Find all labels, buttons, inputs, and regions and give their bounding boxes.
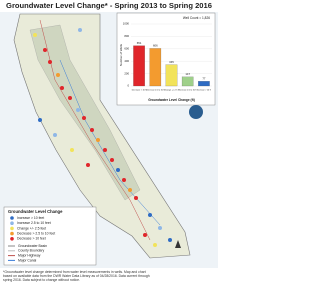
legend-label: County Boundary [18, 249, 45, 253]
legend-label: Change +/- 2.5 feet [17, 226, 46, 230]
legend-swatch [10, 237, 14, 241]
x-tick-label: Change +/- 2.5 ft [164, 89, 179, 92]
footnote: *Groundwater level change determined fro… [3, 270, 150, 283]
y-tick-label: 800 [124, 34, 129, 38]
map: Groundwater Level Change* - Spring 2013 … [0, 1, 218, 268]
canal [59, 59, 161, 226]
y-tick-label: 0 [127, 84, 129, 88]
bar [181, 76, 194, 87]
x-tick-label: Increase > 10 ft [197, 89, 211, 92]
legend-label: Groundwater Basin [18, 244, 47, 248]
value-label: 147 [185, 72, 190, 76]
y-tick-label: 600 [124, 47, 129, 51]
legend-swatch [10, 221, 14, 225]
legend-swatch [10, 216, 14, 220]
legend-title: Groundwater Level Change [8, 209, 63, 214]
bar [149, 48, 162, 87]
y-tick-label: 1000 [123, 22, 130, 26]
value-label: 606 [153, 44, 158, 48]
legend-swatch [10, 231, 14, 236]
y-axis-title: Number of Wells [119, 43, 123, 66]
legend-label: Increase > 10 feet [17, 216, 44, 220]
legend-frame [3, 206, 97, 266]
page: Groundwater Level Change* - Spring 2013 … [0, 1, 218, 283]
value-label: 345 [169, 60, 174, 64]
well-dots [33, 28, 172, 247]
legend: Groundwater Level Change Increase > 10 fe… [3, 206, 97, 266]
logo [189, 105, 203, 119]
legend-label: Major Highway [18, 253, 41, 257]
legend-label: Major Canal [18, 258, 37, 262]
y-tick-label: 200 [124, 71, 129, 75]
legend-label: Decrease > 10 feet [17, 237, 46, 241]
bar [165, 64, 178, 87]
x-axis-title: Groundwater Level Change (ft) [148, 98, 195, 102]
value-label: 651 [137, 41, 142, 45]
legend-label: Increase 2.5 to 10 feet [17, 221, 51, 225]
annotation: Well Count = 1,826 [183, 16, 210, 20]
bar [133, 45, 145, 87]
value-label: 77 [202, 76, 206, 80]
groundwater-basin [29, 24, 141, 201]
x-tick-label: Increase 2.5 to 10 ft [179, 89, 197, 92]
legend-label: Decrease > 2.5 to 10 feet [17, 231, 55, 235]
inset-chart: Well Count = 1,826 0 200 400 600 800 1000 Numbe… [116, 12, 216, 106]
legend-swatch [10, 226, 14, 231]
compass [175, 240, 181, 248]
title: Groundwater Level Change* - Spring 2013 … [6, 1, 212, 10]
x-tick-label: Decrease > 10 ft [132, 89, 147, 92]
bar [198, 81, 210, 87]
x-tick-label: Decrease 2.5 to 10 ft [146, 89, 165, 92]
y-tick-label: 400 [124, 59, 129, 63]
